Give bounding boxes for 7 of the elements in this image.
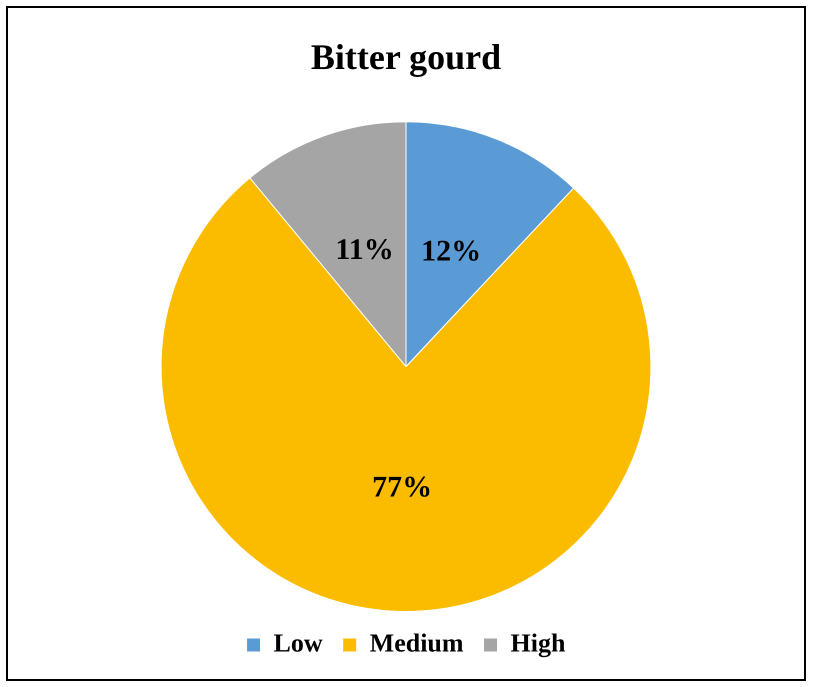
data-label: 12%: [421, 234, 482, 268]
chart-title: Bitter gourd: [310, 36, 502, 77]
legend-label: Low: [274, 628, 323, 658]
legend-label: High: [510, 628, 566, 658]
data-label: 77%: [372, 470, 432, 504]
legend-label: Medium: [370, 628, 464, 658]
data-label: 11%: [335, 233, 394, 266]
